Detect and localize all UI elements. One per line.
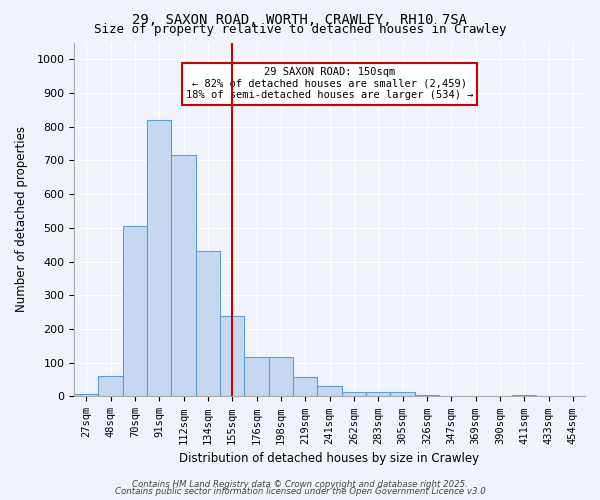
Text: Size of property relative to detached houses in Crawley: Size of property relative to detached ho… xyxy=(94,22,506,36)
Bar xyxy=(123,226,147,396)
Bar xyxy=(220,316,244,396)
Bar xyxy=(317,386,341,396)
Text: 29 SAXON ROAD: 150sqm
← 82% of detached houses are smaller (2,459)
18% of semi-d: 29 SAXON ROAD: 150sqm ← 82% of detached … xyxy=(186,68,473,100)
Y-axis label: Number of detached properties: Number of detached properties xyxy=(15,126,28,312)
Text: 29, SAXON ROAD, WORTH, CRAWLEY, RH10 7SA: 29, SAXON ROAD, WORTH, CRAWLEY, RH10 7SA xyxy=(133,12,467,26)
Bar xyxy=(366,392,391,396)
Bar xyxy=(341,392,366,396)
Bar xyxy=(269,356,293,397)
Bar xyxy=(172,156,196,396)
Bar xyxy=(415,395,439,396)
Bar xyxy=(293,377,317,396)
Text: Contains HM Land Registry data © Crown copyright and database right 2025.: Contains HM Land Registry data © Crown c… xyxy=(132,480,468,489)
Text: Contains public sector information licensed under the Open Government Licence v3: Contains public sector information licen… xyxy=(115,487,485,496)
Bar xyxy=(98,376,123,396)
Bar xyxy=(196,252,220,396)
Bar xyxy=(74,394,98,396)
Bar xyxy=(147,120,172,396)
Bar xyxy=(512,395,536,396)
X-axis label: Distribution of detached houses by size in Crawley: Distribution of detached houses by size … xyxy=(179,452,479,465)
Bar xyxy=(244,356,269,397)
Bar xyxy=(391,392,415,396)
